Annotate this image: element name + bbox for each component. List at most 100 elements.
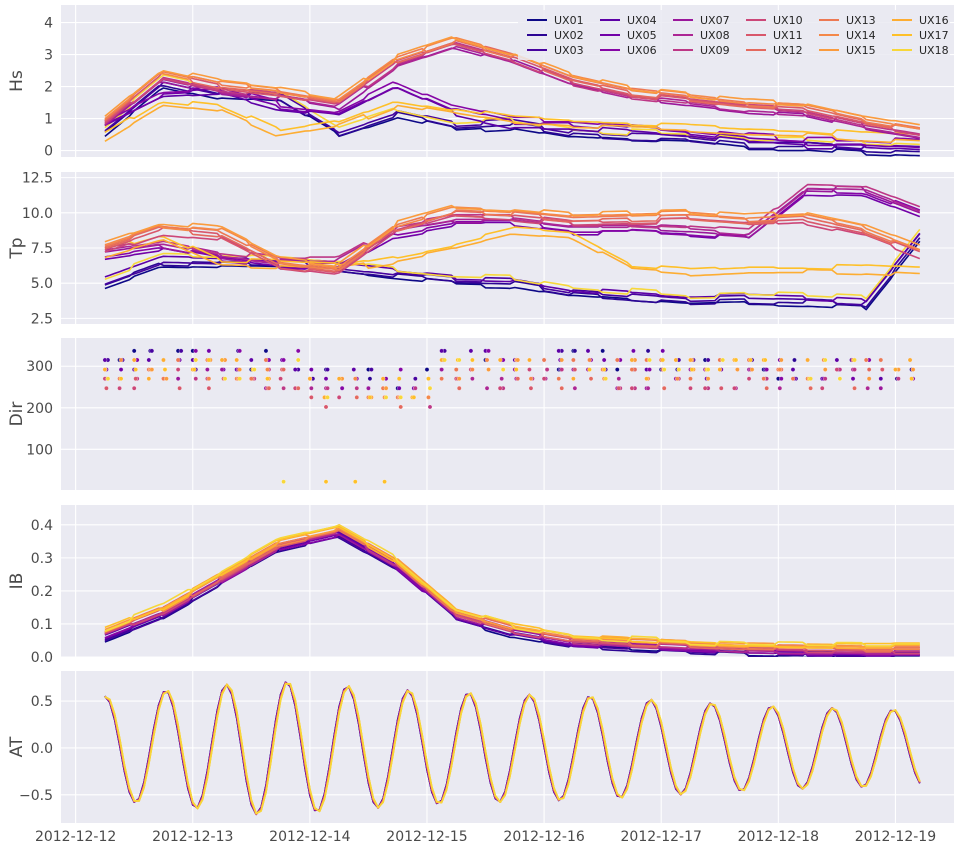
scatter-point — [205, 367, 210, 372]
scatter-point — [852, 386, 857, 391]
scatter-point — [541, 357, 547, 363]
scatter-point — [484, 386, 490, 391]
scatter-point — [748, 357, 753, 363]
scatter-point — [910, 367, 916, 372]
scatter-point — [603, 376, 608, 381]
scatter-point — [102, 367, 108, 372]
scatter-point — [367, 395, 373, 400]
scatter-point — [808, 376, 813, 381]
legend-entry: UX05 — [627, 29, 657, 42]
scatter-point — [454, 367, 459, 372]
series-line-ux09 — [104, 41, 920, 135]
scatter-point — [367, 376, 373, 381]
scatter-point — [237, 367, 242, 372]
scatter-point — [146, 376, 152, 381]
scatter-point — [382, 479, 387, 484]
series-line-ux07 — [104, 185, 921, 266]
scatter-point — [497, 386, 503, 391]
scatter-point — [790, 376, 796, 381]
scatter-point — [688, 386, 693, 391]
scatter-point — [118, 367, 124, 372]
scatter-point — [629, 357, 635, 363]
y-tick-label: 2 — [44, 80, 53, 96]
scatter-point — [323, 376, 329, 381]
scatter-point — [295, 348, 301, 354]
scatter-point — [380, 376, 386, 381]
series-line-ux04 — [104, 87, 920, 151]
scatter-point — [396, 386, 402, 391]
y-tick-label: 1 — [44, 112, 53, 128]
scatter-point — [556, 348, 561, 354]
legend-entry: UX17 — [919, 29, 949, 42]
series-line-ux08 — [104, 45, 920, 139]
scatter-point — [779, 357, 784, 363]
legend-entry: UX03 — [554, 44, 584, 57]
scatter-point — [688, 376, 693, 381]
scatter-point — [909, 376, 914, 381]
series-line-ux18 — [104, 682, 921, 815]
y-tick-label: 0.2 — [31, 584, 53, 600]
legend-entry: UX09 — [700, 44, 730, 57]
scatter-point — [193, 348, 199, 354]
y-tick-label: 0.3 — [31, 551, 53, 567]
scatter-point — [866, 367, 872, 372]
scatter-point — [705, 357, 711, 363]
scatter-point — [131, 386, 137, 391]
scatter-point — [601, 357, 607, 363]
scatter-point — [719, 386, 724, 391]
scatter-point — [616, 376, 622, 381]
scatter-point — [720, 357, 726, 363]
y-tick-label: 0.5 — [31, 694, 53, 710]
scatter-point — [808, 386, 813, 391]
series-line-ux11 — [104, 213, 921, 274]
x-tick-label: 2012-12-14 — [269, 829, 350, 845]
scatter-point — [865, 386, 870, 391]
scatter-point — [323, 479, 329, 484]
scatter-point — [131, 348, 137, 354]
y-tick-label: 300 — [26, 359, 53, 375]
scatter-point — [457, 357, 462, 363]
series-line-ux14 — [104, 206, 921, 269]
scatter-point — [323, 404, 329, 410]
scatter-point — [252, 367, 257, 372]
legend-entry: UX01 — [554, 14, 584, 27]
scatter-point — [749, 367, 755, 372]
scatter-point — [515, 357, 521, 363]
scatter-point — [263, 348, 269, 354]
scatter-point — [572, 386, 578, 391]
y-axis-label: Tp — [7, 237, 27, 259]
scatter-point — [527, 367, 532, 372]
scatter-point — [439, 348, 444, 354]
x-tick-label: 2012-12-17 — [621, 829, 702, 845]
legend-entry: UX11 — [773, 29, 803, 42]
scatter-point — [764, 386, 769, 391]
scatter-point — [339, 386, 345, 391]
y-tick-label: 0.0 — [31, 650, 53, 666]
scatter-point — [351, 367, 357, 372]
scatter-point — [559, 367, 564, 372]
plot-area — [104, 183, 921, 311]
y-tick-label: 7.5 — [31, 241, 53, 257]
y-tick-label: −0.5 — [19, 788, 53, 804]
scatter-point — [660, 357, 665, 363]
series-line-ux01 — [104, 240, 921, 311]
scatter-point — [353, 479, 358, 484]
scatter-point — [705, 376, 711, 381]
scatter-point — [878, 376, 884, 381]
legend-entry: UX07 — [700, 14, 730, 27]
scatter-point — [515, 376, 521, 381]
y-tick-label: 12.5 — [22, 171, 53, 187]
scatter-point — [398, 367, 403, 372]
scatter-point — [528, 376, 534, 381]
plot-area — [102, 348, 916, 484]
panel-dir: 100 200 300 Dir — [7, 338, 954, 490]
x-tick-label: 2012-12-15 — [386, 829, 467, 845]
scatter-point — [307, 376, 313, 381]
scatter-point — [615, 367, 620, 372]
scatter-point — [559, 386, 564, 391]
scatter-point — [514, 367, 519, 372]
scatter-point — [777, 367, 783, 372]
x-tick-label: 2012-12-12 — [35, 829, 116, 845]
scatter-point — [615, 357, 620, 363]
series-line-ux16 — [104, 233, 920, 277]
